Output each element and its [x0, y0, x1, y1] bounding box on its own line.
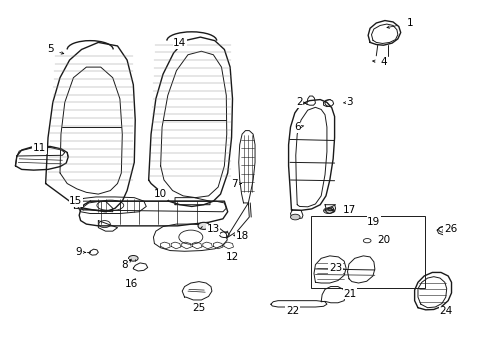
Text: 11: 11 — [33, 143, 46, 153]
Text: 17: 17 — [343, 205, 356, 215]
Text: 18: 18 — [235, 231, 248, 242]
Text: 24: 24 — [438, 306, 451, 316]
Text: 21: 21 — [343, 289, 356, 298]
Text: 20: 20 — [376, 235, 389, 245]
Text: 5: 5 — [47, 45, 54, 54]
Text: 16: 16 — [125, 279, 138, 289]
Text: 12: 12 — [225, 252, 239, 262]
Text: 9: 9 — [76, 247, 82, 257]
Text: 3: 3 — [346, 98, 352, 107]
Text: 2: 2 — [296, 98, 302, 107]
Text: 19: 19 — [366, 217, 380, 227]
Text: 10: 10 — [154, 189, 167, 199]
Ellipse shape — [290, 214, 300, 220]
Text: 26: 26 — [443, 224, 456, 234]
Text: 7: 7 — [231, 179, 238, 189]
Ellipse shape — [128, 256, 138, 261]
Text: 22: 22 — [285, 306, 299, 315]
Text: 13: 13 — [206, 224, 220, 234]
Text: 1: 1 — [406, 18, 412, 28]
Ellipse shape — [198, 222, 209, 229]
Text: 25: 25 — [192, 303, 205, 313]
Text: 14: 14 — [173, 38, 186, 48]
Text: 6: 6 — [293, 122, 300, 132]
Text: 15: 15 — [69, 196, 82, 206]
Ellipse shape — [323, 208, 332, 213]
Text: 23: 23 — [328, 263, 342, 273]
Text: 4: 4 — [379, 57, 386, 67]
Text: 8: 8 — [121, 260, 128, 270]
